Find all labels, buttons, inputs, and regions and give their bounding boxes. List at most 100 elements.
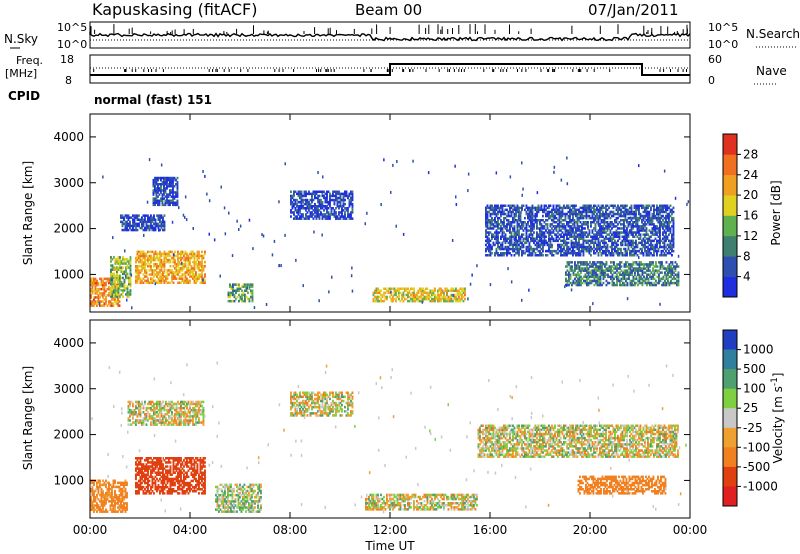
heatmap-cell [309,215,312,218]
heatmap-cell [540,227,543,230]
heatmap-cell [351,198,354,202]
heatmap-cell [633,212,636,216]
heatmap-cell [629,273,632,276]
heatmap-cell [600,245,603,249]
heatmap-cell [576,219,579,222]
heatmap-cell [110,256,112,259]
heatmap-cell [121,216,124,219]
heatmap-cell [398,289,400,292]
heatmap-cell [642,223,645,226]
heatmap-cell [94,508,97,511]
heatmap-cell [662,249,664,253]
heatmap-cell [96,300,98,303]
heatmap-cell [123,270,126,273]
heatmap-cell [147,250,149,254]
heatmap-cell [177,263,179,266]
heatmap-cell [552,239,555,243]
heatmap-cell [641,206,643,210]
heatmap-cell [335,211,337,214]
heatmap-cell [488,233,490,236]
noise-left-tick-bottom: 10^0 [57,38,87,51]
heatmap-cell [521,208,523,212]
heatmap-cell [138,269,140,272]
heatmap-cell [645,223,648,226]
heatmap-cell [102,287,104,291]
heatmap-cell [117,266,120,269]
heatmap-cell [422,289,424,292]
heatmap-cell [590,206,592,210]
heatmap-cell [569,275,572,279]
heatmap-cell [515,245,517,249]
heatmap-cell [113,291,115,294]
heatmap-cell [459,291,462,295]
heatmap-cell [420,297,423,301]
heatmap-cell [632,267,635,270]
date-title: 07/Jan/2011 [588,1,679,19]
heatmap-cell [647,267,650,270]
heatmap-cell [245,285,248,288]
heatmap-cell [662,275,665,279]
heatmap-cell [111,274,114,278]
heatmap-cell [494,237,496,240]
heatmap-cell [116,258,118,261]
heatmap-cell [599,235,601,238]
heatmap-cell [327,200,330,204]
heatmap-cell [579,210,582,214]
heatmap-cell [198,254,200,258]
heatmap-cell [135,224,137,228]
heatmap-cell [548,212,550,216]
heatmap-cell [485,225,487,228]
heatmap-cell [169,271,172,274]
heatmap-cell [486,237,489,240]
heatmap-cell [407,291,409,295]
heatmap-cell [192,269,194,272]
heatmap-cell [119,262,121,265]
heatmap-cell [659,219,661,222]
heatmap-cell [531,252,534,255]
heatmap-cell [153,254,155,258]
heatmap-cell [160,254,163,258]
heatmap-cell [280,264,282,268]
heatmap-cell [242,299,245,303]
heatmap-cell [172,195,174,198]
heatmap-cell [571,281,573,285]
heatmap-cell [603,223,606,226]
heatmap-cell [113,287,115,290]
heatmap-cell [649,281,651,285]
heatmap-cell [527,239,529,243]
heatmap-cell [594,241,597,245]
heatmap-cell [485,219,487,222]
heatmap-cell [497,254,499,257]
heatmap-cell [435,297,438,301]
heatmap-cell [629,254,631,257]
heatmap-cell [112,236,114,240]
heatmap-cell [177,254,179,258]
heatmap-cell [395,297,397,301]
heatmap-cell [624,254,627,257]
heatmap-cell [132,228,134,232]
heatmap-cell [164,199,167,202]
heatmap-cell [573,233,576,236]
heatmap-cell [572,210,574,214]
heatmap-cell [449,299,451,303]
heatmap-cell [317,215,319,218]
heatmap-cell [507,252,510,255]
heatmap-cell [93,283,95,287]
heatmap-cell [156,254,158,258]
heatmap-cell [552,254,555,257]
heatmap-cell [159,271,161,274]
heatmap-cell [96,304,98,307]
heatmap-cell [582,254,585,257]
heatmap-cell [572,273,575,276]
heatmap-cell [135,222,137,226]
heatmap-cell [144,267,146,270]
heatmap-cell [348,217,351,220]
heatmap-cell [232,289,234,292]
heatmap-cell [504,235,507,238]
heatmap-cell [494,231,496,234]
heatmap-cell [150,277,152,280]
heatmap-cell [666,227,669,230]
heatmap-cell [120,285,123,288]
heatmap-cell [148,220,151,224]
